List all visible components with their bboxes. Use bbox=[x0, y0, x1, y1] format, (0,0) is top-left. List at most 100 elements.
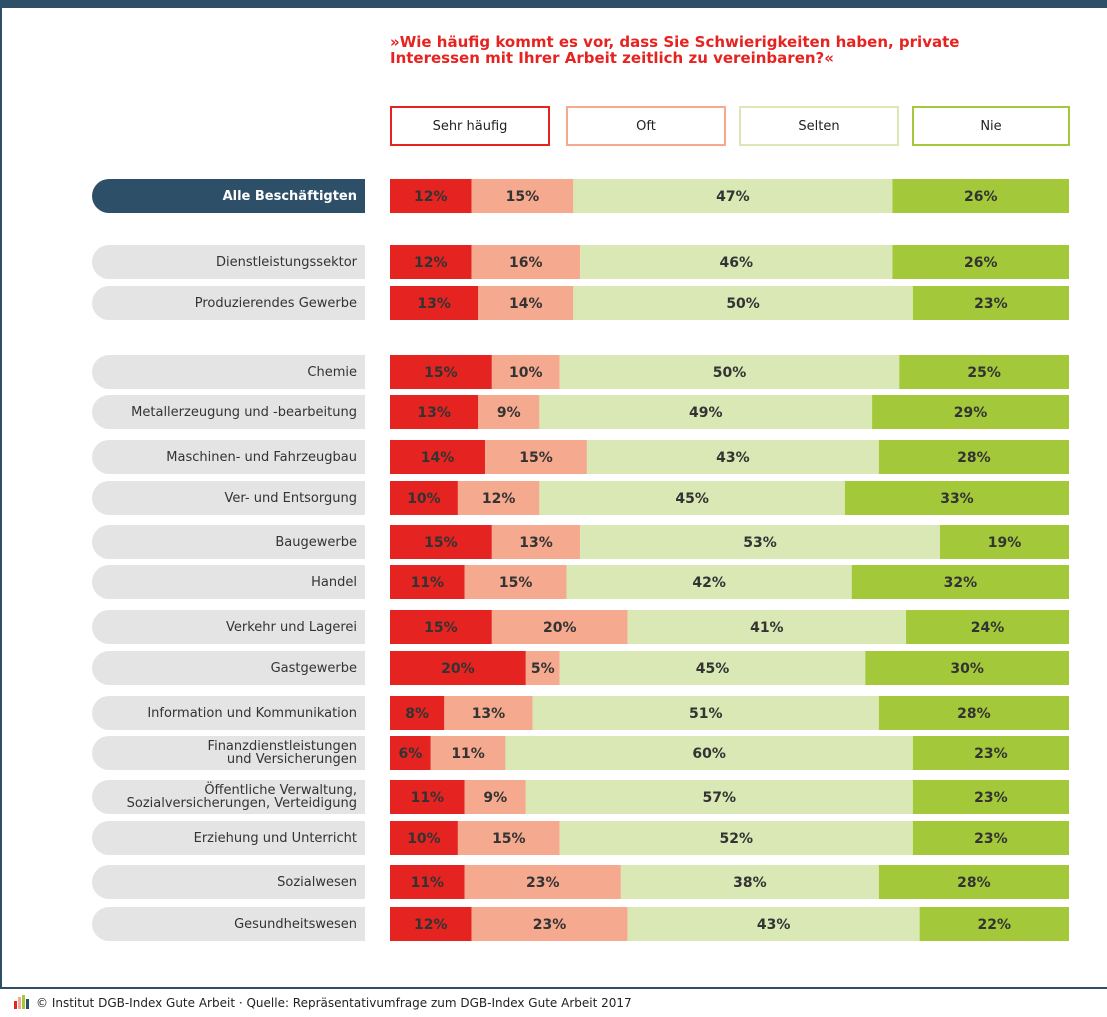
bar-segment bbox=[390, 525, 492, 559]
category-label: Chemie bbox=[92, 355, 365, 389]
data-label: 52% bbox=[720, 831, 754, 847]
data-label: 14% bbox=[421, 450, 455, 466]
bar-segment bbox=[844, 481, 1069, 515]
data-label: 19% bbox=[988, 535, 1022, 551]
bar-segment bbox=[390, 821, 458, 855]
data-label: 13% bbox=[519, 535, 553, 551]
data-label: 11% bbox=[411, 790, 445, 806]
data-label: 60% bbox=[692, 746, 726, 762]
bar-segment bbox=[566, 565, 852, 599]
data-label: 23% bbox=[974, 790, 1008, 806]
category-label: Baugewerbe bbox=[92, 525, 365, 559]
data-label: 43% bbox=[757, 917, 791, 933]
bar-segment bbox=[457, 821, 560, 855]
data-label: 22% bbox=[978, 917, 1012, 933]
category-label: Öffentliche Verwaltung, Sozialversicheru… bbox=[92, 780, 365, 814]
bar-segment bbox=[559, 821, 913, 855]
data-label: 6% bbox=[398, 746, 422, 762]
legend-item: Selten bbox=[739, 106, 899, 146]
category-label: Produzierendes Gewerbe bbox=[92, 286, 365, 320]
bar-segment bbox=[390, 286, 479, 320]
top-bar bbox=[0, 0, 1107, 8]
bar-segment bbox=[491, 355, 560, 389]
bar-segment bbox=[390, 651, 526, 685]
bar-segment bbox=[586, 440, 879, 474]
bar-segment bbox=[390, 736, 431, 770]
bar-segment bbox=[464, 565, 567, 599]
data-label: 14% bbox=[509, 296, 543, 312]
category-label: Verkehr und Lagerei bbox=[92, 610, 365, 644]
category-label: Alle Beschäftigten bbox=[92, 179, 365, 213]
frame-line bbox=[0, 0, 2, 988]
data-label: 15% bbox=[492, 831, 526, 847]
data-label: 50% bbox=[713, 365, 747, 381]
data-label: 23% bbox=[974, 746, 1008, 762]
footer-line bbox=[0, 987, 1107, 989]
bar-segment bbox=[390, 565, 465, 599]
bar-segment bbox=[390, 395, 479, 429]
bar-segment bbox=[485, 440, 587, 474]
data-label: 11% bbox=[411, 575, 445, 591]
data-label: 10% bbox=[407, 491, 441, 507]
data-label: 29% bbox=[954, 405, 988, 421]
category-label: Metallerzeugung und -bearbeitung bbox=[92, 395, 365, 429]
data-label: 13% bbox=[417, 296, 451, 312]
data-label: 26% bbox=[964, 255, 998, 271]
category-label: Gastgewerbe bbox=[92, 651, 365, 685]
bar-segment bbox=[559, 355, 900, 389]
bar-segment bbox=[390, 696, 445, 730]
legend-item: Sehr häufig bbox=[390, 106, 550, 146]
bar-segment bbox=[580, 525, 940, 559]
data-label: 26% bbox=[964, 189, 998, 205]
data-label: 49% bbox=[689, 405, 723, 421]
data-label: 23% bbox=[533, 917, 567, 933]
data-label: 9% bbox=[497, 405, 521, 421]
data-label: 28% bbox=[957, 706, 991, 722]
category-label: Erziehung und Unterricht bbox=[92, 821, 365, 855]
data-label: 15% bbox=[506, 189, 540, 205]
bar-segment bbox=[471, 907, 628, 941]
data-label: 13% bbox=[472, 706, 506, 722]
data-label: 12% bbox=[414, 255, 448, 271]
data-label: 10% bbox=[509, 365, 543, 381]
data-label: 23% bbox=[974, 831, 1008, 847]
data-label: 8% bbox=[405, 706, 429, 722]
data-label: 57% bbox=[703, 790, 737, 806]
category-label: Maschinen- und Fahrzeugbau bbox=[92, 440, 365, 474]
bar-segment bbox=[580, 245, 893, 279]
source-note: © Institut DGB-Index Gute Arbeit · Quell… bbox=[36, 996, 632, 1010]
bar-segment bbox=[525, 780, 913, 814]
data-label: 12% bbox=[414, 917, 448, 933]
data-label: 24% bbox=[971, 620, 1005, 636]
data-label: 20% bbox=[441, 661, 475, 677]
bar-segment bbox=[430, 736, 506, 770]
legend-item: Oft bbox=[566, 106, 726, 146]
data-label: 46% bbox=[720, 255, 754, 271]
bar-segment bbox=[478, 395, 540, 429]
bar-segment bbox=[464, 780, 526, 814]
data-label: 33% bbox=[940, 491, 974, 507]
data-label: 30% bbox=[950, 661, 984, 677]
bar-segment bbox=[532, 696, 879, 730]
bar-segment bbox=[457, 481, 540, 515]
bar-segment bbox=[390, 481, 458, 515]
bar-segment bbox=[939, 525, 1069, 559]
bar-segment bbox=[892, 245, 1069, 279]
bar-segment bbox=[892, 179, 1069, 213]
bar-segment bbox=[573, 179, 893, 213]
data-label: 53% bbox=[743, 535, 777, 551]
bar-segment bbox=[539, 395, 873, 429]
bar-segment bbox=[912, 736, 1069, 770]
bar-segment bbox=[878, 865, 1069, 899]
data-label: 23% bbox=[526, 875, 560, 891]
bar-segment bbox=[491, 610, 628, 644]
bar-segment bbox=[912, 821, 1069, 855]
bar-segment bbox=[919, 907, 1069, 941]
data-label: 12% bbox=[414, 189, 448, 205]
category-label: Information und Kommunikation bbox=[92, 696, 365, 730]
data-label: 28% bbox=[957, 875, 991, 891]
data-label: 23% bbox=[974, 296, 1008, 312]
data-label: 50% bbox=[726, 296, 760, 312]
